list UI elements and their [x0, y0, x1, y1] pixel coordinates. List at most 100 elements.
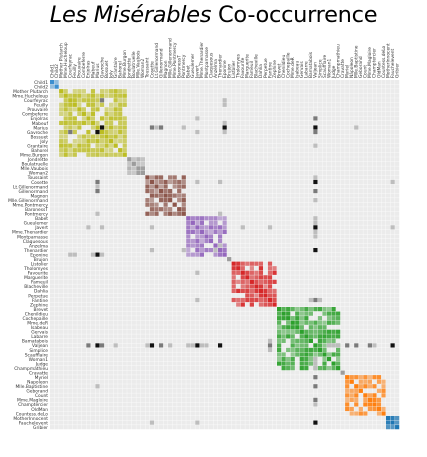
matrix-cell-empty	[385, 275, 391, 280]
matrix-cell-empty	[213, 366, 218, 371]
matrix-cell-empty	[236, 179, 241, 185]
matrix-cell-empty	[372, 279, 377, 284]
matrix-cell-empty	[59, 161, 64, 166]
matrix-cell-empty	[190, 279, 195, 284]
matrix-cell-empty	[149, 111, 155, 116]
matrix-cell-empty	[154, 325, 159, 330]
matrix-cell-empty	[195, 316, 200, 321]
matrix-cell-empty	[217, 220, 223, 225]
matrix-cell-empty	[299, 216, 304, 221]
matrix-cell-empty	[50, 257, 55, 262]
matrix-cell-empty	[190, 320, 195, 325]
matrix-cell-empty	[308, 161, 313, 166]
matrix-cell-empty	[95, 325, 100, 330]
matrix-cell-empty	[281, 152, 286, 157]
matrix-cell-empty	[322, 143, 327, 148]
matrix-cell-empty	[381, 84, 386, 89]
matrix-cell-empty	[236, 116, 241, 121]
matrix-cell-empty	[95, 170, 100, 175]
matrix-cell-empty	[304, 93, 309, 98]
matrix-cell-empty	[54, 370, 59, 375]
matrix-cell-empty	[367, 302, 372, 307]
matrix-cell-empty	[381, 93, 386, 98]
matrix-cell-empty	[277, 252, 282, 257]
matrix-cell-empty	[322, 166, 327, 171]
matrix-cell-empty	[390, 220, 395, 225]
matrix-cell-empty	[354, 352, 359, 357]
matrix-cell-empty	[245, 238, 250, 244]
matrix-cell-empty	[113, 325, 118, 330]
matrix-cell-empty	[140, 334, 145, 339]
matrix-cell-empty	[68, 329, 73, 334]
matrix-cell-empty	[367, 275, 372, 280]
matrix-cell-empty	[363, 129, 368, 135]
matrix-cell-empty	[349, 220, 354, 225]
matrix-cell-empty	[395, 311, 400, 316]
matrix-cell-empty	[227, 302, 232, 307]
matrix-cell-empty	[345, 207, 350, 212]
matrix-cell-empty	[63, 80, 68, 85]
matrix-cell-empty	[217, 275, 223, 280]
matrix-cell-empty	[236, 238, 241, 244]
matrix-cell-empty	[372, 361, 377, 366]
matrix-cell-empty	[304, 234, 309, 239]
matrix-cell-empty	[172, 225, 177, 230]
matrix-cell-empty	[349, 284, 354, 289]
matrix-cell-empty	[72, 279, 77, 284]
matrix-cell-empty	[122, 343, 127, 348]
matrix-cell-empty	[381, 170, 386, 175]
matrix-cell-empty	[331, 111, 336, 116]
matrix-cell-empty	[204, 125, 209, 130]
matrix-cell-empty	[213, 325, 218, 330]
matrix-cell-empty	[109, 338, 114, 343]
matrix-cell-empty	[122, 247, 127, 253]
matrix-cell-empty	[186, 311, 191, 316]
matrix-cell-empty	[363, 202, 368, 207]
matrix-cell-empty	[272, 366, 277, 371]
matrix-cell-empty	[290, 93, 295, 98]
matrix-cell-empty	[340, 120, 345, 126]
matrix-cell-empty	[217, 366, 223, 371]
matrix-cell-empty	[299, 139, 304, 144]
matrix-cell-empty	[104, 102, 109, 107]
matrix-cell-empty	[240, 143, 245, 148]
matrix-cell-empty	[113, 288, 118, 294]
matrix-cell-empty	[254, 225, 259, 230]
matrix-cell-empty	[381, 320, 386, 325]
matrix-cell-empty	[317, 284, 323, 289]
matrix-cell-empty	[140, 247, 145, 253]
matrix-cell-empty	[290, 193, 295, 198]
matrix-cell-empty	[358, 107, 363, 112]
matrix-cell-empty	[354, 89, 359, 94]
matrix-cell-empty	[345, 257, 350, 262]
matrix-cell-empty	[122, 252, 127, 257]
matrix-cell-empty	[308, 102, 313, 107]
matrix-cell-empty	[68, 279, 73, 284]
matrix-cell-empty	[286, 207, 291, 212]
matrix-cell-empty	[54, 325, 59, 330]
matrix-cell-empty	[245, 361, 250, 366]
matrix-cell-empty	[236, 84, 241, 89]
matrix-cell-empty	[163, 320, 168, 325]
matrix-cell-empty	[240, 247, 245, 253]
matrix-cell-empty	[345, 243, 350, 248]
matrix-cell-empty	[227, 329, 232, 334]
matrix-cell-empty	[277, 234, 282, 239]
matrix-cell-empty	[86, 179, 91, 185]
matrix-cell-empty	[109, 261, 114, 266]
matrix-cell-empty	[336, 356, 341, 362]
matrix-cell-empty	[263, 347, 268, 353]
matrix-cell-empty	[186, 193, 191, 198]
matrix-cell-empty	[381, 261, 386, 266]
matrix-cell-empty	[50, 98, 55, 103]
matrix-cell-empty	[199, 148, 205, 153]
matrix-cell-empty	[313, 193, 318, 198]
matrix-cell-empty	[154, 347, 159, 353]
matrix-cell-empty	[181, 311, 186, 316]
matrix-cell-empty	[340, 220, 345, 225]
matrix-cell-empty	[272, 275, 277, 280]
matrix-cell-empty	[195, 261, 200, 266]
matrix-cell-empty	[254, 161, 259, 166]
matrix-cell-empty	[118, 252, 123, 257]
matrix-cell-empty	[295, 102, 300, 107]
